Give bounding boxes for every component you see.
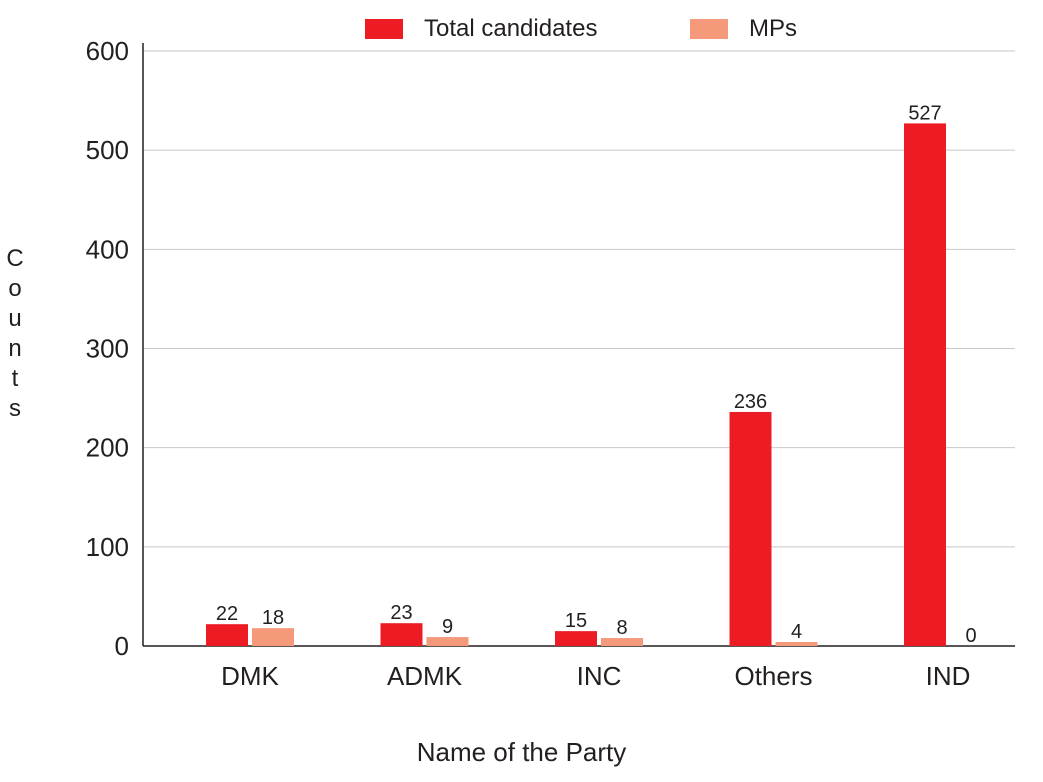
y-tick-label: 0 <box>115 631 129 661</box>
data-label: 236 <box>734 391 767 413</box>
y-tick-label: 400 <box>86 234 129 264</box>
y-axis-label-letter: o <box>8 275 22 302</box>
y-tick-label: 600 <box>86 36 129 66</box>
y-axis-label-letter: s <box>9 395 21 422</box>
legend-swatch-mps <box>690 19 728 39</box>
y-tick-label: 300 <box>86 334 129 364</box>
legend: Total candidates MPs <box>0 14 1043 46</box>
x-tick-label-inc: INC <box>577 661 622 691</box>
legend-item-mps: MPs <box>690 14 797 44</box>
legend-swatch-total-candidates <box>365 19 403 39</box>
x-tick-label-ind: IND <box>926 661 971 691</box>
x-tick-label-admk: ADMK <box>387 661 463 691</box>
bar-admk-mps <box>426 637 469 646</box>
bar-others-mps <box>775 642 818 646</box>
y-tick-label: 100 <box>86 532 129 562</box>
data-label: 9 <box>442 616 453 638</box>
data-label: 8 <box>616 617 627 639</box>
bar-dmk-total-candidates <box>206 624 248 646</box>
legend-item-total-candidates: Total candidates <box>365 14 597 44</box>
x-axis-label: Name of the Party <box>416 737 627 767</box>
y-axis-label-letter: n <box>8 335 22 362</box>
y-axis-label-letter: C <box>6 245 24 272</box>
bar-admk-total-candidates <box>380 623 423 646</box>
data-label: 0 <box>965 625 976 647</box>
bar-others-total-candidates <box>729 411 772 646</box>
x-tick-label-dmk: DMK <box>221 661 279 691</box>
y-axis-label-letter: u <box>8 305 22 332</box>
data-label: 18 <box>262 607 284 629</box>
data-label: 4 <box>791 621 802 643</box>
bar-inc-total-candidates <box>555 631 597 646</box>
legend-label-total-candidates: Total candidates <box>424 15 598 42</box>
y-tick-label: 500 <box>86 135 129 165</box>
bar-inc-mps <box>601 638 643 646</box>
data-label: 22 <box>216 603 238 625</box>
legend-label-mps: MPs <box>749 15 797 42</box>
data-label: 15 <box>565 610 587 632</box>
bar-ind-total-candidates <box>904 123 946 647</box>
x-tick-label-others: Others <box>734 661 812 691</box>
data-label: 527 <box>908 102 941 124</box>
y-axis-label-letter: t <box>11 365 19 392</box>
data-label: 23 <box>390 602 412 624</box>
y-tick-label: 200 <box>86 433 129 463</box>
bar-dmk-mps <box>252 628 294 646</box>
